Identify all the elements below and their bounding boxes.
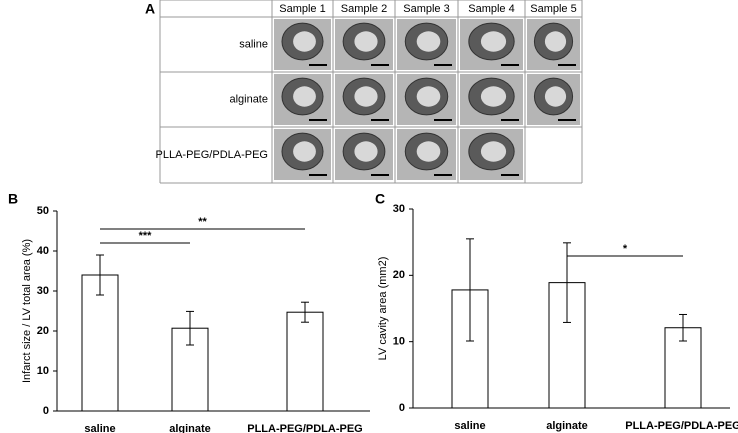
heart-cavity xyxy=(416,141,441,162)
y-axis-label: Infarct size / LV total area (%) xyxy=(21,239,33,383)
x-tick-label: alginate xyxy=(169,423,211,433)
heart-cavity xyxy=(544,31,567,52)
y-tick-label: 0 xyxy=(43,405,49,417)
heart-cavity xyxy=(293,31,316,52)
bar xyxy=(81,274,119,412)
column-header: Sample 3 xyxy=(403,3,449,15)
x-tick-label: PLLA-PEG/PDLA-PEG xyxy=(247,423,363,433)
panel-letter: B xyxy=(8,191,18,207)
heart-cavity xyxy=(354,86,378,107)
y-tick-label: 30 xyxy=(393,203,405,215)
x-tick-label: saline xyxy=(454,420,485,432)
significance-label: *** xyxy=(139,230,153,242)
x-tick-label: saline xyxy=(84,423,115,433)
significance-label: * xyxy=(623,243,628,255)
x-tick-label: PLLA-PEG/PDLA-PEG xyxy=(625,420,738,432)
row-label: alginate xyxy=(229,93,268,105)
significance-label: ** xyxy=(198,216,207,228)
y-tick-label: 20 xyxy=(393,269,405,281)
heart-cavity xyxy=(416,86,441,107)
bar xyxy=(286,311,324,412)
y-tick-label: 30 xyxy=(37,285,49,297)
column-header: Sample 4 xyxy=(468,3,514,15)
heart-cavity xyxy=(416,31,441,52)
y-tick-label: 50 xyxy=(37,205,49,217)
heart-cavity xyxy=(354,31,378,52)
heart-cavity xyxy=(544,86,567,107)
row-label: PLLA-PEG/PDLA-PEG xyxy=(156,149,269,161)
y-tick-label: 10 xyxy=(37,365,49,377)
panel-letter: A xyxy=(145,1,155,17)
column-header: Sample 5 xyxy=(530,3,576,15)
heart-cavity xyxy=(480,31,507,52)
x-tick-label: alginate xyxy=(546,420,588,432)
panel-letter: C xyxy=(375,191,385,207)
column-header: Sample 2 xyxy=(341,3,387,15)
y-tick-label: 10 xyxy=(393,336,405,348)
heart-cavity xyxy=(354,141,378,162)
y-axis-label: LV cavity area (mm2) xyxy=(377,257,389,361)
column-header: Sample 1 xyxy=(279,3,325,15)
y-tick-label: 0 xyxy=(399,402,405,414)
y-tick-label: 20 xyxy=(37,325,49,337)
heart-cavity xyxy=(293,86,316,107)
heart-cavity xyxy=(480,86,507,107)
heart-cavity xyxy=(293,141,316,162)
row-label: saline xyxy=(239,38,268,50)
heart-cavity xyxy=(480,141,507,162)
y-tick-label: 40 xyxy=(37,245,49,257)
